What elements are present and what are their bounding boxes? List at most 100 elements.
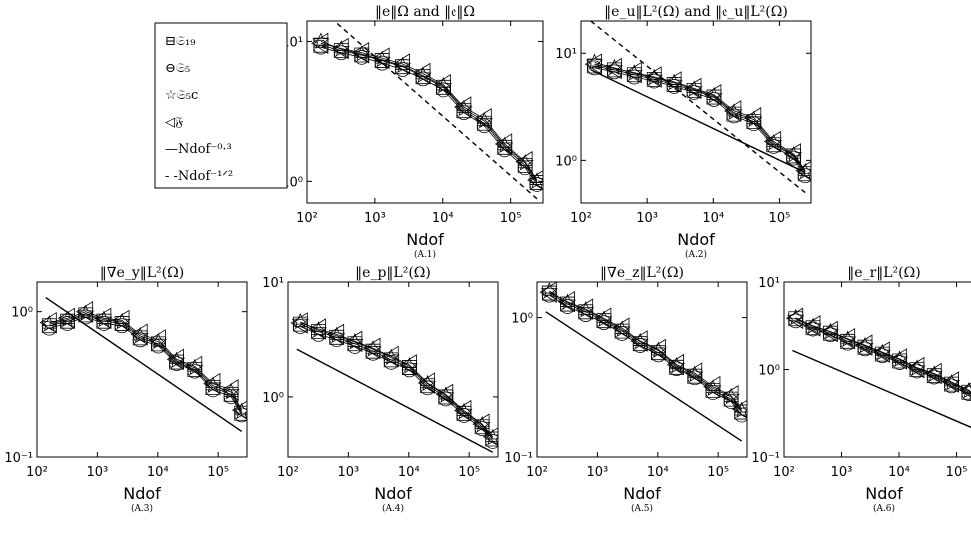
data-point-triangle-left: [783, 143, 802, 165]
data-point-triangle-left: [584, 53, 602, 75]
series-line-square-hline: [300, 323, 494, 440]
plot-frame: [306, 20, 544, 204]
x-tick-label: 10³: [587, 465, 609, 480]
y-tick-label: 10⁰: [262, 391, 284, 406]
y-tick-label: 10⁰: [511, 312, 533, 327]
legend: ⊟𝔖₁₉ ⊖𝔖₅ ☆𝔖₅c ◁𝔉 —Ndof⁻⁰·³ - -Ndof⁻¹ᐟ²: [154, 22, 288, 189]
chart-A.6: 10² 10³ 10⁴ 10⁵ 10⁻¹ 10⁰ 10¹ ‖e_r‖L²(Ω) Ndof(A.6…: [751, 265, 971, 514]
y-tick-label: 10⁰: [11, 306, 33, 321]
x-tick-label: 10⁵: [207, 465, 229, 480]
data-point-triangle-left: [763, 130, 782, 153]
chart-caption: (A.4): [382, 503, 404, 514]
x-tick-label: 10⁴: [147, 465, 169, 480]
plot-frame: [536, 281, 748, 458]
reference-line-solid: [545, 311, 743, 442]
data-point-triangle-left: [527, 170, 543, 190]
plot-area: [539, 282, 747, 442]
chart-caption: (A.5): [631, 503, 653, 514]
data-point-triangle-left: [721, 385, 739, 407]
data-point-triangle-left: [684, 77, 702, 100]
data-point-triangle-left: [75, 300, 94, 323]
chart-A.3: 10² 10³ 10⁴ 10⁵ 10⁻¹ 10⁰ ‖∇e_y‖L²(Ω) Ndof(A.3): [4, 265, 248, 514]
series-line-star: [549, 290, 743, 411]
data-point-triangle-left: [539, 282, 557, 303]
x-tick-label: 10²: [296, 211, 318, 226]
data-point-triangle-left: [664, 71, 682, 93]
x-tick-label: 10⁵: [769, 211, 791, 226]
data-point-star: [686, 365, 704, 382]
x-tick-label: 10³: [831, 465, 853, 480]
x-tick-label: 10⁵: [500, 211, 522, 226]
y-tick-label: 10⁻¹: [504, 451, 533, 466]
data-point-triangle-left: [515, 151, 533, 173]
data-point-triangle-left: [308, 318, 326, 340]
chart-caption: (A.3): [131, 503, 153, 514]
series-line-triangle-left: [594, 63, 806, 172]
x-tick-label: 10⁵: [458, 465, 480, 480]
reference-line-dashed: [333, 21, 538, 200]
data-point-star: [605, 58, 623, 76]
series-line-triangle-left: [795, 317, 971, 393]
series-line-star: [300, 321, 494, 439]
data-point-triangle-left: [331, 37, 349, 60]
data-point-triangle-left: [399, 354, 417, 376]
data-point-triangle-left: [685, 362, 703, 384]
data-point-star: [309, 321, 328, 338]
chart-title: ‖e_u‖L²(Ω) and ‖𝔢_u‖L²(Ω): [604, 4, 788, 20]
legend-entry-dashed: - -Ndof⁻¹ᐟ²: [165, 169, 233, 184]
plot-frame: [580, 20, 812, 204]
x-axis-label: Ndof: [123, 484, 161, 503]
plot-area: [290, 312, 498, 453]
data-point-triangle-left: [795, 161, 811, 181]
chart-A.4: 10² 10³ 10⁴ 10⁵ 10⁰ 10¹ ‖e_p‖L²(Ω) Ndof(A.4): [262, 265, 499, 514]
plot-frame: [783, 281, 971, 458]
data-point-triangle-left: [482, 427, 498, 447]
data-point-triangle-left: [290, 312, 308, 334]
series-line-star: [320, 41, 538, 182]
data-point-triangle-left: [724, 100, 742, 122]
series-line-triangle-left: [49, 311, 243, 411]
data-point-star: [943, 374, 961, 391]
data-point-triangle-left: [454, 96, 472, 118]
data-point-triangle-left: [221, 379, 239, 401]
y-tick-label: 10⁰: [555, 154, 577, 169]
x-tick-label: 10⁵: [946, 465, 968, 480]
data-point-triangle-left: [557, 290, 575, 313]
data-point-star: [668, 356, 686, 374]
data-point-triangle-left: [837, 327, 856, 350]
data-point-triangle-left: [624, 61, 642, 84]
data-point-star: [595, 310, 613, 327]
data-point-star: [434, 76, 453, 94]
x-tick-label: 10⁴: [702, 211, 724, 226]
data-point-triangle-left: [855, 334, 873, 356]
x-tick-label: 10²: [526, 465, 548, 480]
data-point-star: [400, 357, 418, 374]
data-point-star: [785, 146, 803, 163]
chart-caption: (A.1): [414, 249, 436, 260]
data-point-star: [186, 358, 204, 376]
x-tick-label: 10²: [570, 211, 592, 226]
data-point-triangle-left: [820, 320, 838, 343]
series-line-square-hline: [320, 44, 538, 183]
y-tick-label: 10⁻¹: [4, 451, 33, 466]
data-point-star: [113, 312, 131, 330]
data-point-star: [312, 32, 330, 49]
plot-frame: [287, 281, 499, 458]
chart-title: ‖∇e_y‖L²(Ω): [100, 265, 184, 281]
legend-entry-star: ☆𝔖₅c: [165, 88, 198, 103]
x-tick-label: 10²: [26, 465, 48, 480]
data-point-triangle-left: [630, 330, 648, 352]
data-point-triangle-left: [494, 133, 513, 155]
x-tick-label: 10⁴: [398, 465, 420, 480]
data-point-star: [291, 312, 309, 330]
data-point-triangle-left: [311, 32, 329, 55]
data-point-triangle-left: [392, 53, 410, 75]
plot-frame: [36, 281, 248, 458]
data-point-triangle-left: [744, 107, 762, 129]
data-point-triangle-left: [112, 309, 130, 332]
data-point-triangle-left: [604, 57, 622, 80]
x-axis-label: Ndof: [406, 230, 444, 249]
x-tick-label: 10³: [87, 465, 109, 480]
data-point-star: [722, 387, 740, 405]
